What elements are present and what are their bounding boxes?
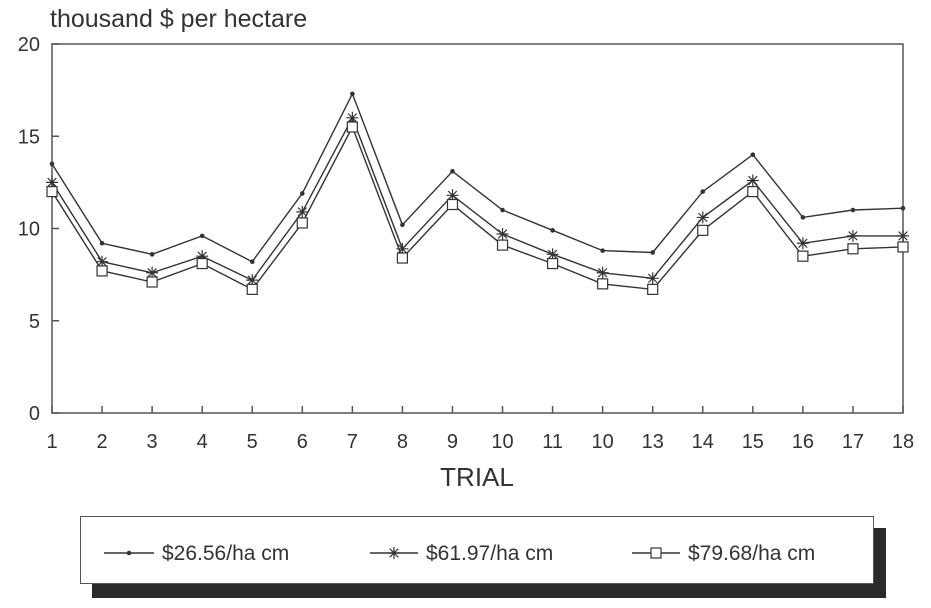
y-tick-label: 5 [29,311,40,333]
series-1-point [850,207,856,213]
plot-frame [51,43,904,414]
series-2-point [196,250,209,263]
series-2-point [446,189,459,202]
series-1-point [500,207,505,213]
series-1-point [249,259,255,265]
series-2-point [246,274,259,287]
series-2-point [846,229,859,242]
legend-label-1: $26.56/ha cm [162,542,289,565]
series-3-point [647,283,659,295]
x-tick-label: 9 [447,431,458,453]
series-3-point [797,250,809,262]
series-3-point [496,239,509,251]
series-1-point [400,222,405,228]
series-3-point [196,257,208,270]
x-tick-label: 3 [147,431,158,453]
series-2-point [696,211,709,224]
series-3-point [46,186,58,198]
x-tick-label: 2 [96,431,107,453]
series-1-point [550,228,555,233]
series-3-point [697,224,709,236]
series-3-point [597,278,609,290]
series-2-point [646,272,659,285]
series-2-point [897,229,909,242]
series-1-point [750,152,756,157]
series-1-point [900,205,906,211]
x-tick-label: 4 [197,431,208,453]
series-1-point [650,250,656,255]
y-tick-label: 15 [18,126,40,148]
x-tick-label: 5 [247,431,258,453]
series-2-point [146,266,159,279]
series-2-point [746,174,759,187]
series-3-point [847,243,859,255]
x-tick-label: 1 [46,431,57,453]
y-tick-label: 20 [18,34,40,56]
x-tick-label: 6 [297,431,308,453]
legend-marker-3 [650,547,662,559]
x-tick-label: 13 [642,431,664,453]
x-tick-label: 7 [347,431,358,453]
series-2-point [796,237,809,250]
series-1-point [350,91,355,97]
series-3-point [546,257,559,270]
series-3-point [296,217,308,229]
x-tick-label: 8 [397,431,408,453]
series-line-1 [51,92,904,263]
series-line-3 [51,125,904,291]
series-2-point [346,111,359,124]
legend-label-3: $79.68/ha cm [688,542,815,565]
x-axis-title: TRIAL [440,462,514,492]
legend-marker-2 [388,547,400,559]
series-2-point [596,266,609,279]
series-1-point [800,215,806,220]
series-1-point [149,252,155,257]
series-3-point [246,283,258,295]
x-tick-label: 10 [491,431,513,453]
series-1-point [99,240,105,246]
series-1-point [299,191,305,196]
series-1-point [600,248,605,253]
series-1-point [199,233,205,239]
series-3-point [396,252,409,264]
y-tick-label: 10 [18,219,40,241]
series-2-point [96,255,109,268]
x-tick-label: 17 [842,431,864,453]
series-2-point [46,176,58,189]
series-3-point [446,198,459,211]
series-2-point [496,228,509,241]
x-tick-label: 11 [542,431,563,453]
series-2-point [546,248,559,261]
x-tick-label: 10 [592,431,614,453]
series-1-point [450,169,455,174]
legend [80,516,874,584]
series-3-point [747,186,759,198]
series-3-point [346,121,358,133]
series-2-point [296,205,309,218]
series-2-point [396,242,409,255]
x-tick-label: 15 [742,431,764,453]
series-3-point [897,241,909,253]
legend-label-2: $61.97/ha cm [426,542,553,565]
series-3-point [146,276,158,288]
series-1-point [700,189,706,194]
y-tick-label: 0 [29,403,40,425]
series-line-2 [51,116,903,282]
x-tick-label: 16 [792,431,814,453]
y-axis-label: thousand $ per hectare [50,5,307,33]
x-tick-label: 14 [692,431,714,453]
x-tick-label: 18 [892,431,914,453]
legend-marker-1 [126,550,132,556]
series-3-point [96,265,108,277]
series-1-point [49,161,55,167]
